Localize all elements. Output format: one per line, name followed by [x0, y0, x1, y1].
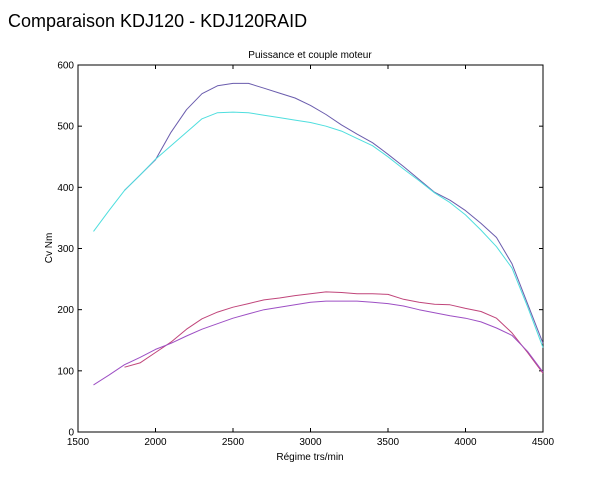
y-tick-label: 0	[68, 428, 74, 439]
x-axis-label: Régime trs/min	[276, 452, 343, 463]
plot-frame	[77, 64, 544, 433]
y-tick-label: 500	[57, 122, 74, 133]
chart-title: Puissance et couple moteur	[248, 50, 372, 61]
series-line-4	[93, 300, 544, 386]
series-line-2	[93, 111, 544, 348]
y-axis-label: Cv Nm	[44, 233, 55, 264]
x-tick-label: 2500	[222, 437, 245, 448]
axis-ticks: 1500 2000 2500 3000 3500 4000 4500 0 100 200 300 40…	[57, 61, 554, 449]
x-tick-label: 4500	[532, 437, 555, 448]
series-line-1	[124, 82, 544, 344]
y-tick-label: 200	[57, 305, 74, 316]
x-tick-label: 4000	[454, 437, 477, 448]
y-tick-label: 600	[57, 61, 74, 72]
x-tick-label: 3000	[299, 437, 322, 448]
x-tick-label: 1500	[67, 437, 90, 448]
series-layer	[93, 82, 544, 386]
y-tick-label: 300	[57, 244, 74, 255]
y-tick-label: 100	[57, 366, 74, 377]
x-tick-label: 3500	[377, 437, 400, 448]
series-line-3	[124, 291, 544, 374]
page-title: Comparaison KDJ120 - KDJ120RAID	[8, 11, 308, 31]
y-tick-label: 400	[57, 183, 74, 194]
x-tick-label: 2000	[144, 437, 167, 448]
